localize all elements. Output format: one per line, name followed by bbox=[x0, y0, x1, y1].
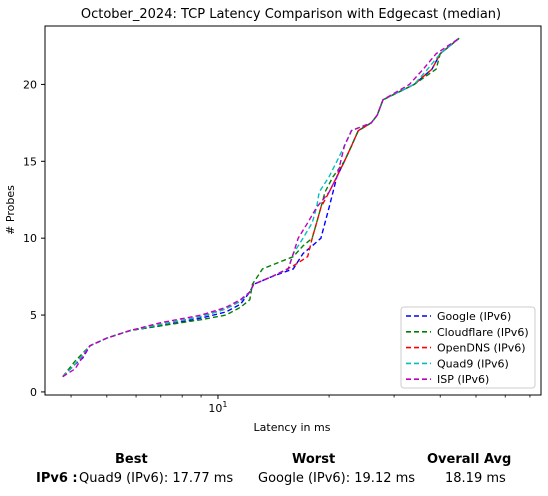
y-tick-label: 0 bbox=[30, 386, 37, 399]
series-line-3 bbox=[62, 37, 460, 378]
legend-label: Google (IPv6) bbox=[437, 310, 511, 323]
avg-header: Overall Avg bbox=[427, 452, 512, 467]
series-line-1 bbox=[62, 37, 460, 378]
series-line-4 bbox=[62, 37, 460, 378]
series-line-5 bbox=[62, 37, 460, 378]
y-tick-label: 15 bbox=[23, 155, 37, 168]
x-tick-label: 101 bbox=[208, 400, 227, 415]
legend: Google (IPv6) Cloudflare (IPv6) OpenDNS (I… bbox=[400, 306, 536, 389]
legend-label: Cloudflare (IPv6) bbox=[437, 326, 529, 339]
y-tick-label: 20 bbox=[23, 78, 37, 91]
legend-box bbox=[400, 306, 536, 389]
legend-label: OpenDNS (IPv6) bbox=[437, 342, 526, 355]
y-axis-label: # Probes bbox=[4, 185, 17, 235]
y-tick-label: 5 bbox=[30, 309, 37, 322]
row-label: IPv6 : bbox=[36, 471, 78, 486]
avg-value: 18.19 ms bbox=[445, 471, 506, 486]
best-value: Quad9 (IPv6): 17.77 ms bbox=[79, 471, 234, 486]
y-tick-label: 10 bbox=[23, 232, 37, 245]
legend-label: Quad9 (IPv6) bbox=[437, 357, 509, 370]
worst-value: Google (IPv6): 19.12 ms bbox=[258, 471, 416, 486]
series-line-2 bbox=[62, 37, 460, 378]
plot-frame bbox=[44, 25, 542, 396]
chart-title: October_2024: TCP Latency Comparison wit… bbox=[81, 7, 501, 22]
best-header: Best bbox=[115, 452, 148, 467]
worst-header: Worst bbox=[292, 452, 336, 467]
legend-label: ISP (IPv6) bbox=[437, 373, 489, 386]
x-axis-label: Latency in ms bbox=[254, 421, 331, 434]
